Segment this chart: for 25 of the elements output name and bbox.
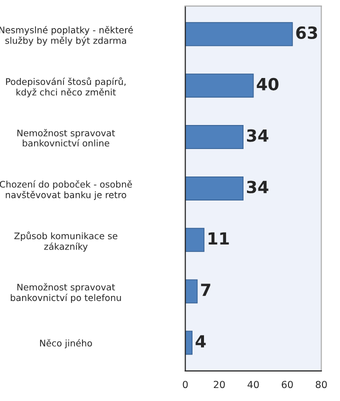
data-label: 40 xyxy=(256,78,278,90)
bar xyxy=(185,74,254,98)
bar xyxy=(185,228,204,252)
x-tick-label: 0 xyxy=(182,380,188,388)
data-label: 4 xyxy=(196,335,206,348)
bar xyxy=(185,176,244,200)
bar xyxy=(185,125,244,150)
data-label: 34 xyxy=(246,180,268,194)
bar xyxy=(185,330,193,355)
x-tick-label: 20 xyxy=(214,380,225,388)
x-tick-label: 60 xyxy=(282,380,293,388)
data-label: 11 xyxy=(208,232,229,244)
data-label: 63 xyxy=(296,26,318,40)
x-tick-label: 40 xyxy=(248,380,259,388)
bar xyxy=(185,279,198,304)
y-tick-label: Podepisování štosů papírů, když chci něco změnit xyxy=(6,77,126,98)
y-tick-label: Chození do poboček - osobně navštěvovat banku je retro xyxy=(0,180,132,200)
bar xyxy=(185,22,293,46)
x-tick-label: 80 xyxy=(316,380,327,388)
data-label: 34 xyxy=(246,129,268,142)
y-tick-label: Nemožnost spravovat bankovnictví online xyxy=(17,129,115,147)
y-tick-label: Způsob komunikace se zákazníky xyxy=(14,232,118,252)
data-label: 7 xyxy=(201,284,210,296)
y-tick-label: Nemožnost spravovat bankovnictví po telefonu xyxy=(10,283,121,303)
y-tick-label: Něco jiného xyxy=(40,339,92,348)
